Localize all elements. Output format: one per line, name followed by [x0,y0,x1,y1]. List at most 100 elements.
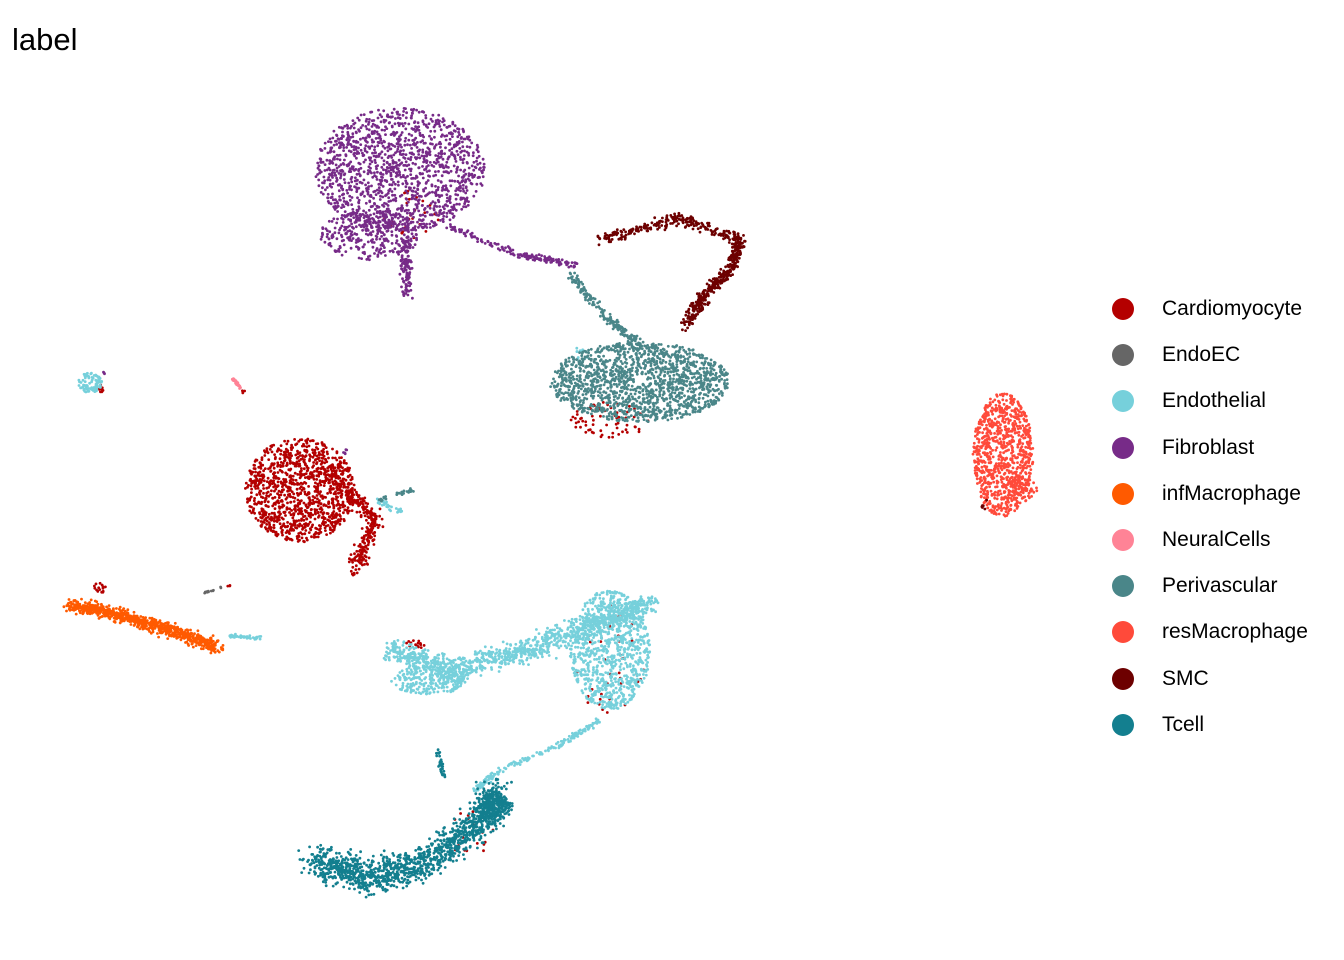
cell-point [615,691,619,694]
cell-point [291,516,295,520]
cell-point [259,463,263,466]
cell-point [338,509,342,513]
cell-point [429,659,433,663]
cell-point [596,718,600,722]
cell-point [442,689,446,693]
cell-point [343,158,346,162]
cell-point [365,127,369,131]
cell-point [400,509,404,513]
cell-point [482,162,486,166]
cell-point [352,148,356,152]
cell-point [408,167,411,171]
cell-point [473,165,477,169]
cell-point [557,746,561,750]
cell-point [497,665,501,669]
cell-point [609,679,613,682]
cell-point [340,214,344,217]
cell-point [339,176,342,180]
cell-point [641,622,645,625]
cell-point [338,514,342,518]
cell-point [632,618,636,621]
cell-point [384,654,387,658]
cell-point [615,706,618,710]
cell-point [399,659,402,663]
cell-point [334,497,338,501]
cell-point [547,746,551,750]
cell-point [597,639,601,643]
cell-point [300,467,303,470]
cell-point [522,648,526,652]
cell-point [430,184,434,188]
cell-point [529,644,532,648]
cell-point [313,510,317,513]
cell-point [560,743,564,747]
cell-point [243,389,247,393]
cell-point [273,496,277,499]
cell-point [382,109,386,113]
cell-point [628,698,632,702]
cell-point [381,525,385,529]
cell-point [426,649,430,652]
cell-point [414,691,418,695]
cell-point [429,129,433,133]
cell-point [406,200,410,204]
cell-point [462,154,466,157]
cell-point [294,443,297,447]
cell-point [442,660,445,663]
cell-point [315,462,318,466]
cell-point [605,423,608,427]
cell-point [284,451,287,455]
cell-point [608,621,612,625]
cell-point [423,666,427,669]
cell-point [622,685,626,688]
cell-point [586,601,589,605]
cell-point [272,472,275,476]
cell-point [297,519,301,522]
cell-point [639,624,643,628]
cell-point [512,660,515,664]
cell-point [256,486,260,490]
cell-point [228,584,232,587]
cell-point [352,122,356,126]
cell-point [421,199,425,203]
cell-point [572,671,576,675]
cell-point [299,485,303,488]
cell-point [441,120,444,124]
cell-point [411,645,415,649]
cell-point [331,182,335,186]
cell-point [576,679,580,682]
cell-point [506,764,510,768]
cell-point [624,698,627,701]
cluster-fibroblast [102,107,579,456]
cell-point [579,646,583,650]
cell-point [308,513,312,517]
cell-point [336,157,339,161]
cell-point [326,492,329,495]
cell-point [397,183,400,187]
cell-point [598,697,602,701]
cell-point [421,649,425,653]
cell-point [391,159,395,162]
cell-point [391,648,394,652]
cell-point [611,620,615,623]
cell-point [311,523,314,527]
cell-point [418,156,422,160]
cell-point [591,650,594,654]
cell-point [342,485,345,489]
cell-point [350,558,354,562]
cell-point [574,421,578,425]
cell-point [613,634,617,637]
cell-point [422,154,426,158]
cell-point [398,113,401,117]
cell-point [322,495,326,499]
cell-point [319,160,322,164]
cell-point [449,669,452,673]
cell-point [378,198,382,201]
cell-point [633,645,637,649]
cell-point [464,186,468,190]
cell-point [434,223,438,227]
cell-point [306,466,310,470]
cell-point [294,509,298,513]
cell-point [557,639,561,643]
cell-point [309,501,313,505]
